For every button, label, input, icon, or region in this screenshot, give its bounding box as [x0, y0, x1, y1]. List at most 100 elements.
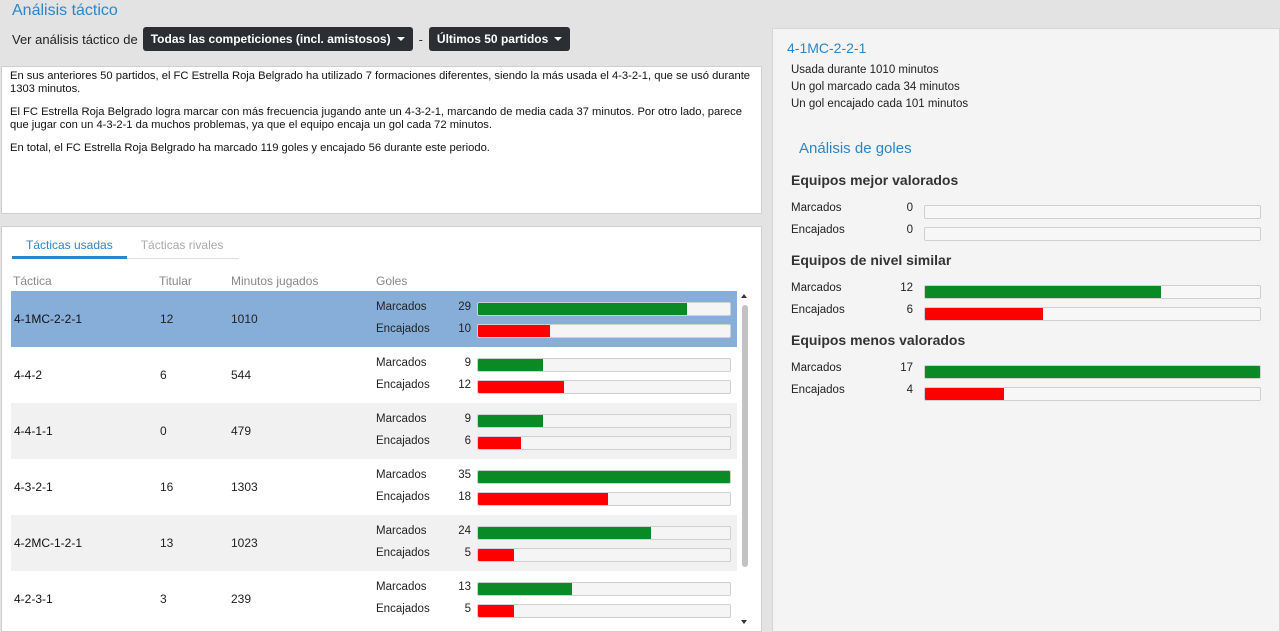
conceded-count: 6	[906, 304, 913, 316]
summary-panel: En sus anteriores 50 partidos, el FC Est…	[1, 66, 762, 214]
goal-group-title: Equipos de nivel similar	[791, 252, 952, 268]
conceded-bar-fill	[478, 493, 608, 505]
conceded-label: Encajados	[376, 491, 430, 503]
range-dropdown[interactable]: Últimos 50 partidos	[428, 27, 571, 51]
page-title: Análisis táctico	[12, 2, 118, 19]
starter-count: 3	[160, 592, 167, 606]
table-row[interactable]: 4-1MC-2-2-1 12 1010 Marcados 29 Encajados 10	[11, 291, 737, 347]
table-row[interactable]: 4-2MC-1-2-1 13 1023 Marcados 24 Encajados 5	[11, 515, 737, 571]
conceded-count: 5	[464, 547, 471, 559]
scored-bar	[924, 205, 1261, 219]
scored-count: 0	[906, 202, 913, 214]
scored-bar-fill	[478, 303, 687, 315]
conceded-count: 4	[906, 384, 913, 396]
detail-stat-minutes: Usada durante 1010 minutos	[791, 64, 939, 76]
starter-count: 6	[160, 368, 167, 382]
caret-down-icon	[554, 37, 563, 41]
table-row[interactable]: 4-2-3-1 3 239 Marcados 13 Encajados 5	[11, 571, 737, 627]
scored-bar-fill	[478, 415, 543, 427]
conceded-bar-fill	[925, 388, 1004, 400]
conceded-label: Encajados	[791, 304, 845, 316]
scored-count: 24	[458, 525, 471, 537]
scored-count: 12	[900, 282, 913, 294]
minutes-played: 1010	[231, 312, 258, 326]
scored-label: Marcados	[791, 282, 842, 294]
table-row[interactable]: 4-4-2 6 544 Marcados 9 Encajados 12	[11, 347, 737, 403]
column-header-starter[interactable]: Titular	[159, 274, 192, 288]
scroll-thumb[interactable]	[742, 305, 748, 567]
scored-bar-fill	[478, 583, 572, 595]
tab-used-tactics[interactable]: Tácticas usadas	[12, 235, 127, 259]
conceded-count: 10	[458, 323, 471, 335]
scored-label: Marcados	[376, 525, 427, 537]
scroll-down-icon[interactable]	[741, 620, 747, 624]
scrollbar[interactable]	[740, 291, 752, 631]
column-header-tactic[interactable]: Táctica	[13, 274, 52, 288]
minutes-played: 1023	[231, 536, 258, 550]
summary-paragraph: En sus anteriores 50 partidos, el FC Est…	[10, 70, 751, 95]
scored-label: Marcados	[376, 301, 427, 313]
conceded-bar-fill	[478, 549, 514, 561]
conceded-label: Encajados	[376, 379, 430, 391]
scored-count: 9	[464, 413, 471, 425]
scored-label: Marcados	[791, 362, 842, 374]
competition-dropdown-label: Todas las competiciones (incl. amistosos…	[150, 32, 391, 46]
column-header-minutes[interactable]: Minutos jugados	[231, 274, 319, 288]
conceded-bar	[924, 387, 1261, 401]
conceded-bar-fill	[478, 381, 564, 393]
conceded-bar	[924, 307, 1261, 321]
competition-dropdown[interactable]: Todas las competiciones (incl. amistosos…	[142, 27, 413, 51]
detail-title: 4-1MC-2-2-1	[787, 40, 867, 56]
conceded-label: Encajados	[376, 435, 430, 447]
conceded-bar	[477, 492, 731, 506]
conceded-label: Encajados	[376, 603, 430, 615]
column-header-goals[interactable]: Goles	[376, 274, 408, 288]
conceded-bar	[477, 548, 731, 562]
tactic-name: 4-4-2	[14, 368, 43, 382]
conceded-label: Encajados	[791, 224, 845, 236]
scored-count: 29	[458, 301, 471, 313]
scored-bar	[477, 470, 731, 484]
caret-down-icon	[396, 37, 405, 41]
scored-bar-fill	[925, 286, 1161, 298]
conceded-count: 18	[458, 491, 471, 503]
tactic-name: 4-2-3-1	[14, 592, 53, 606]
scroll-up-icon[interactable]	[741, 294, 747, 298]
conceded-bar	[477, 604, 731, 618]
detail-stat-scored: Un gol marcado cada 34 minutos	[791, 81, 960, 93]
conceded-bar	[477, 380, 731, 394]
detail-stat-conceded: Un gol encajado cada 101 minutos	[791, 98, 969, 110]
tactics-tabs: Tácticas usadas Tácticas rivales	[12, 235, 239, 259]
scored-count: 13	[458, 581, 471, 593]
goals-analysis-title: Análisis de goles	[799, 140, 912, 157]
table-row[interactable]: 4-4-1-1 0 479 Marcados 9 Encajados 6	[11, 403, 737, 459]
tactic-name: 4-2MC-1-2-1	[14, 536, 83, 550]
tactic-name: 4-3-2-1	[14, 480, 53, 494]
tab-rival-tactics[interactable]: Tácticas rivales	[140, 238, 224, 252]
starter-count: 0	[160, 424, 167, 438]
tactic-name: 4-1MC-2-2-1	[14, 312, 83, 326]
scored-bar	[477, 526, 731, 540]
scored-label: Marcados	[376, 469, 427, 481]
conceded-bar-fill	[478, 325, 550, 337]
conceded-bar-fill	[925, 308, 1043, 320]
table-row[interactable]: 4-3-2-1 16 1303 Marcados 35 Encajados 18	[11, 459, 737, 515]
scored-bar	[477, 302, 731, 316]
goal-group-title: Equipos mejor valorados	[791, 172, 959, 188]
minutes-played: 1303	[231, 480, 258, 494]
minutes-played: 544	[231, 368, 252, 382]
filter-separator: -	[418, 31, 423, 47]
minutes-played: 239	[231, 592, 252, 606]
scored-bar	[477, 414, 731, 428]
scored-count: 35	[458, 469, 471, 481]
scored-label: Marcados	[376, 357, 427, 369]
scored-label: Marcados	[376, 413, 427, 425]
conceded-count: 0	[906, 224, 913, 236]
scored-count: 17	[900, 362, 913, 374]
conceded-count: 5	[464, 603, 471, 615]
conceded-label: Encajados	[791, 384, 845, 396]
starter-count: 12	[160, 312, 174, 326]
starter-count: 13	[160, 536, 174, 550]
conceded-bar	[477, 436, 731, 450]
scored-bar	[924, 285, 1261, 299]
